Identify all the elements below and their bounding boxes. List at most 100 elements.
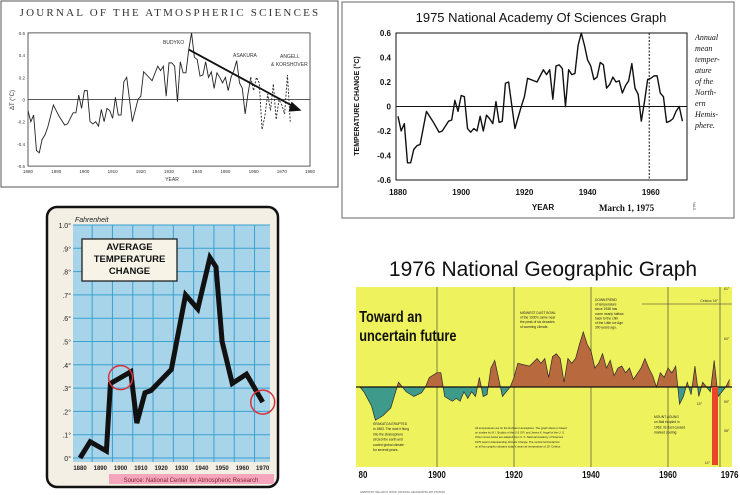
highlight-circle (107, 364, 134, 391)
note-dust-bowl: the peak of six decades (520, 320, 555, 324)
side-note-line: of the (695, 77, 713, 86)
note-footnote: on all four graphs indicates today's mea… (475, 444, 561, 448)
area-series (356, 330, 732, 465)
x-tick-label: 1940 (192, 169, 203, 174)
note-downtrend: of temperature (595, 303, 617, 307)
y-tick-label: -0.2 (377, 127, 391, 136)
y-axis-label: ΔT (°C) (10, 90, 16, 110)
note-dust-bowl: of the 1930's came near (520, 316, 556, 320)
annotation-angell: ANGELL (280, 54, 300, 60)
trend-arrow-line (188, 48, 296, 109)
x-tick-label: 1900 (114, 466, 128, 472)
x-tick-label: 1910 (134, 466, 148, 472)
solid-series-line (27, 32, 252, 154)
x-tick-label: 1950 (220, 169, 231, 174)
y-tick-label: 0.6 (380, 29, 392, 38)
side-note-line: mean (695, 44, 712, 53)
y-tick-label: -0.2 (17, 120, 25, 125)
side-note-line: phere. (694, 121, 715, 130)
fahrenheit-tick-label: 59° (724, 400, 730, 404)
series-line (359, 330, 730, 421)
x-tick-label: 80 (359, 469, 368, 480)
journal-atmospheric-sciences-chart: JOURNAL OF THE ATMOSPHERIC SCIENCES YEAR… (0, 0, 339, 188)
credit-label: GRAPHS BY WILLIAM H. BOND, NATIONAL GEOG… (360, 491, 445, 494)
y-tick-label: .1° (62, 432, 71, 440)
y-tick-label: 0.2 (19, 75, 26, 80)
y-tick-label: .5° (62, 339, 71, 347)
annotation-budyko: BUDYKO (163, 40, 184, 46)
side-note-line: ature (695, 66, 712, 75)
source-label: Source: National Center for Atmospheric … (124, 478, 259, 484)
heading-line-2: uncertain future (359, 328, 456, 346)
celsius-tick-label: Celsius 16° (700, 299, 718, 303)
x-tick-label: 1970 (277, 169, 288, 174)
x-tick-label: 1920 (505, 469, 523, 480)
y-tick-label: -0.6 (17, 164, 25, 169)
x-tick-label: 1950 (215, 466, 229, 472)
x-tick-label: 1880 (73, 466, 87, 472)
x-tick-label: 1910 (108, 169, 119, 174)
note-footnote: Other curves below are adapted from U. S… (475, 435, 564, 439)
side-note-line: Annual (694, 33, 719, 42)
note-downtrend: back to the chill (595, 316, 618, 320)
y-tick-label: .7° (62, 292, 71, 300)
chart-title: JOURNAL OF THE ATMOSPHERIC SCIENCES (20, 7, 321, 19)
x-tick-label: 1970 (256, 466, 270, 472)
y-tick-label: 0.6 (19, 31, 26, 36)
x-tick-label: 1920 (136, 169, 147, 174)
x-tick-label: 1920 (155, 466, 169, 472)
y-unit-label: Fahrenheit (75, 217, 110, 224)
y-tick-label: 0.4 (19, 53, 26, 58)
series-line (77, 251, 265, 460)
y-tick-label: 1.0° (58, 222, 71, 230)
x-tick-label: 1940 (195, 466, 209, 472)
panel-frame (341, 1, 735, 219)
note-mount-agung: marked cooling. (654, 431, 677, 435)
y-tick-label: 0.4 (380, 54, 392, 63)
y-tick-label: .4° (62, 362, 71, 370)
side-note-line: Hemis- (694, 110, 718, 119)
side-note-line: North- (694, 88, 717, 97)
note-downtrend: of the Little Ice Age (595, 321, 623, 325)
x-axis-label: YEAR (165, 177, 179, 183)
x-tick-label: 1940 (579, 188, 597, 197)
note-krakatoa: cooled global climate (373, 443, 404, 447)
side-note-line: temper- (695, 55, 720, 64)
x-tick-label: 1890 (51, 169, 62, 174)
x-tick-label: 1930 (164, 169, 175, 174)
side-note: Annual mean temper-ature of the North-ern Hem… (694, 33, 720, 130)
y-axis-label: TEMPERATURE CHANGE (°C) (353, 56, 361, 156)
title-box (81, 238, 178, 282)
area-below-baseline (360, 387, 730, 421)
chart-title: AVERAGE TEMPERATURE CHANGE (93, 242, 166, 277)
annotation-korshover: & KORSHOVER (271, 62, 308, 68)
nas-1975-chart: 1975 National Academy Of Sciences Graph … (341, 1, 735, 219)
annotation-asakura: ASAKURA (233, 53, 258, 59)
y-tick-label: 0° (64, 455, 71, 463)
x-tick-label: 1976 (721, 469, 739, 480)
note-downtrend: come nearly halfwa (595, 312, 624, 316)
credit-label: NAS (692, 202, 697, 211)
y-tick-label: .8° (62, 269, 71, 277)
note-krakatoa: for several years. (373, 448, 398, 452)
x-tick-label: 1890 (94, 466, 108, 472)
trend-arrow-head (288, 101, 302, 112)
note-footnote: 1975 report Understanding Climatic Chang… (475, 440, 560, 444)
series-line (397, 32, 684, 164)
note-mount-agung: 1963; its dust caused (654, 425, 685, 429)
note-krakatoa: circled the earth and (373, 438, 403, 442)
y-tick-label: 0 (387, 103, 392, 112)
x-tick-label: 1960 (659, 469, 677, 480)
date-note: March 1, 1975 (599, 203, 655, 213)
x-tick-label: 1880 (389, 188, 407, 197)
x-tick-label: 1960 (249, 169, 260, 174)
note-downtrend: 300 years ago. (595, 326, 617, 330)
note-krakatoa: into the stratosphere (373, 432, 403, 436)
source-bar (109, 474, 274, 484)
x-tick-label: 1900 (452, 188, 470, 197)
note-footnote: All temperatures are for the Northern He… (475, 426, 567, 430)
x-tick-label: 1960 (642, 188, 660, 197)
y-tick-label: .3° (62, 385, 71, 393)
x-tick-label: 1930 (175, 466, 189, 472)
